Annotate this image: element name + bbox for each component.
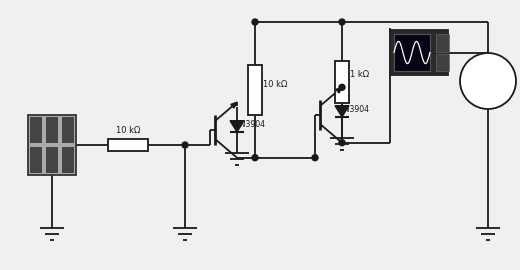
Circle shape [312, 155, 318, 161]
Circle shape [252, 155, 258, 161]
Circle shape [252, 19, 258, 25]
Text: 1 kΩ: 1 kΩ [350, 70, 369, 79]
FancyBboxPatch shape [62, 147, 74, 173]
FancyBboxPatch shape [394, 34, 430, 71]
Circle shape [339, 84, 345, 90]
Polygon shape [231, 102, 237, 108]
Circle shape [460, 53, 516, 109]
FancyBboxPatch shape [108, 139, 148, 151]
FancyBboxPatch shape [30, 117, 42, 143]
Text: 10 kΩ: 10 kΩ [116, 126, 140, 135]
FancyBboxPatch shape [46, 117, 58, 143]
Text: +: + [519, 66, 520, 76]
FancyBboxPatch shape [335, 61, 349, 103]
FancyBboxPatch shape [390, 30, 448, 75]
FancyBboxPatch shape [248, 65, 262, 115]
Circle shape [339, 140, 345, 146]
Circle shape [339, 19, 345, 25]
FancyBboxPatch shape [62, 117, 74, 143]
Circle shape [182, 142, 188, 148]
Text: 10 kΩ: 10 kΩ [263, 80, 288, 89]
Polygon shape [230, 121, 244, 132]
FancyBboxPatch shape [28, 115, 76, 175]
Polygon shape [336, 87, 342, 93]
Polygon shape [335, 106, 349, 117]
FancyBboxPatch shape [46, 147, 58, 173]
Text: 2N3904: 2N3904 [235, 120, 265, 129]
Text: −: − [519, 86, 520, 96]
FancyBboxPatch shape [436, 53, 449, 71]
FancyBboxPatch shape [436, 34, 449, 52]
Text: 2N3904: 2N3904 [340, 105, 370, 114]
FancyBboxPatch shape [30, 147, 42, 173]
